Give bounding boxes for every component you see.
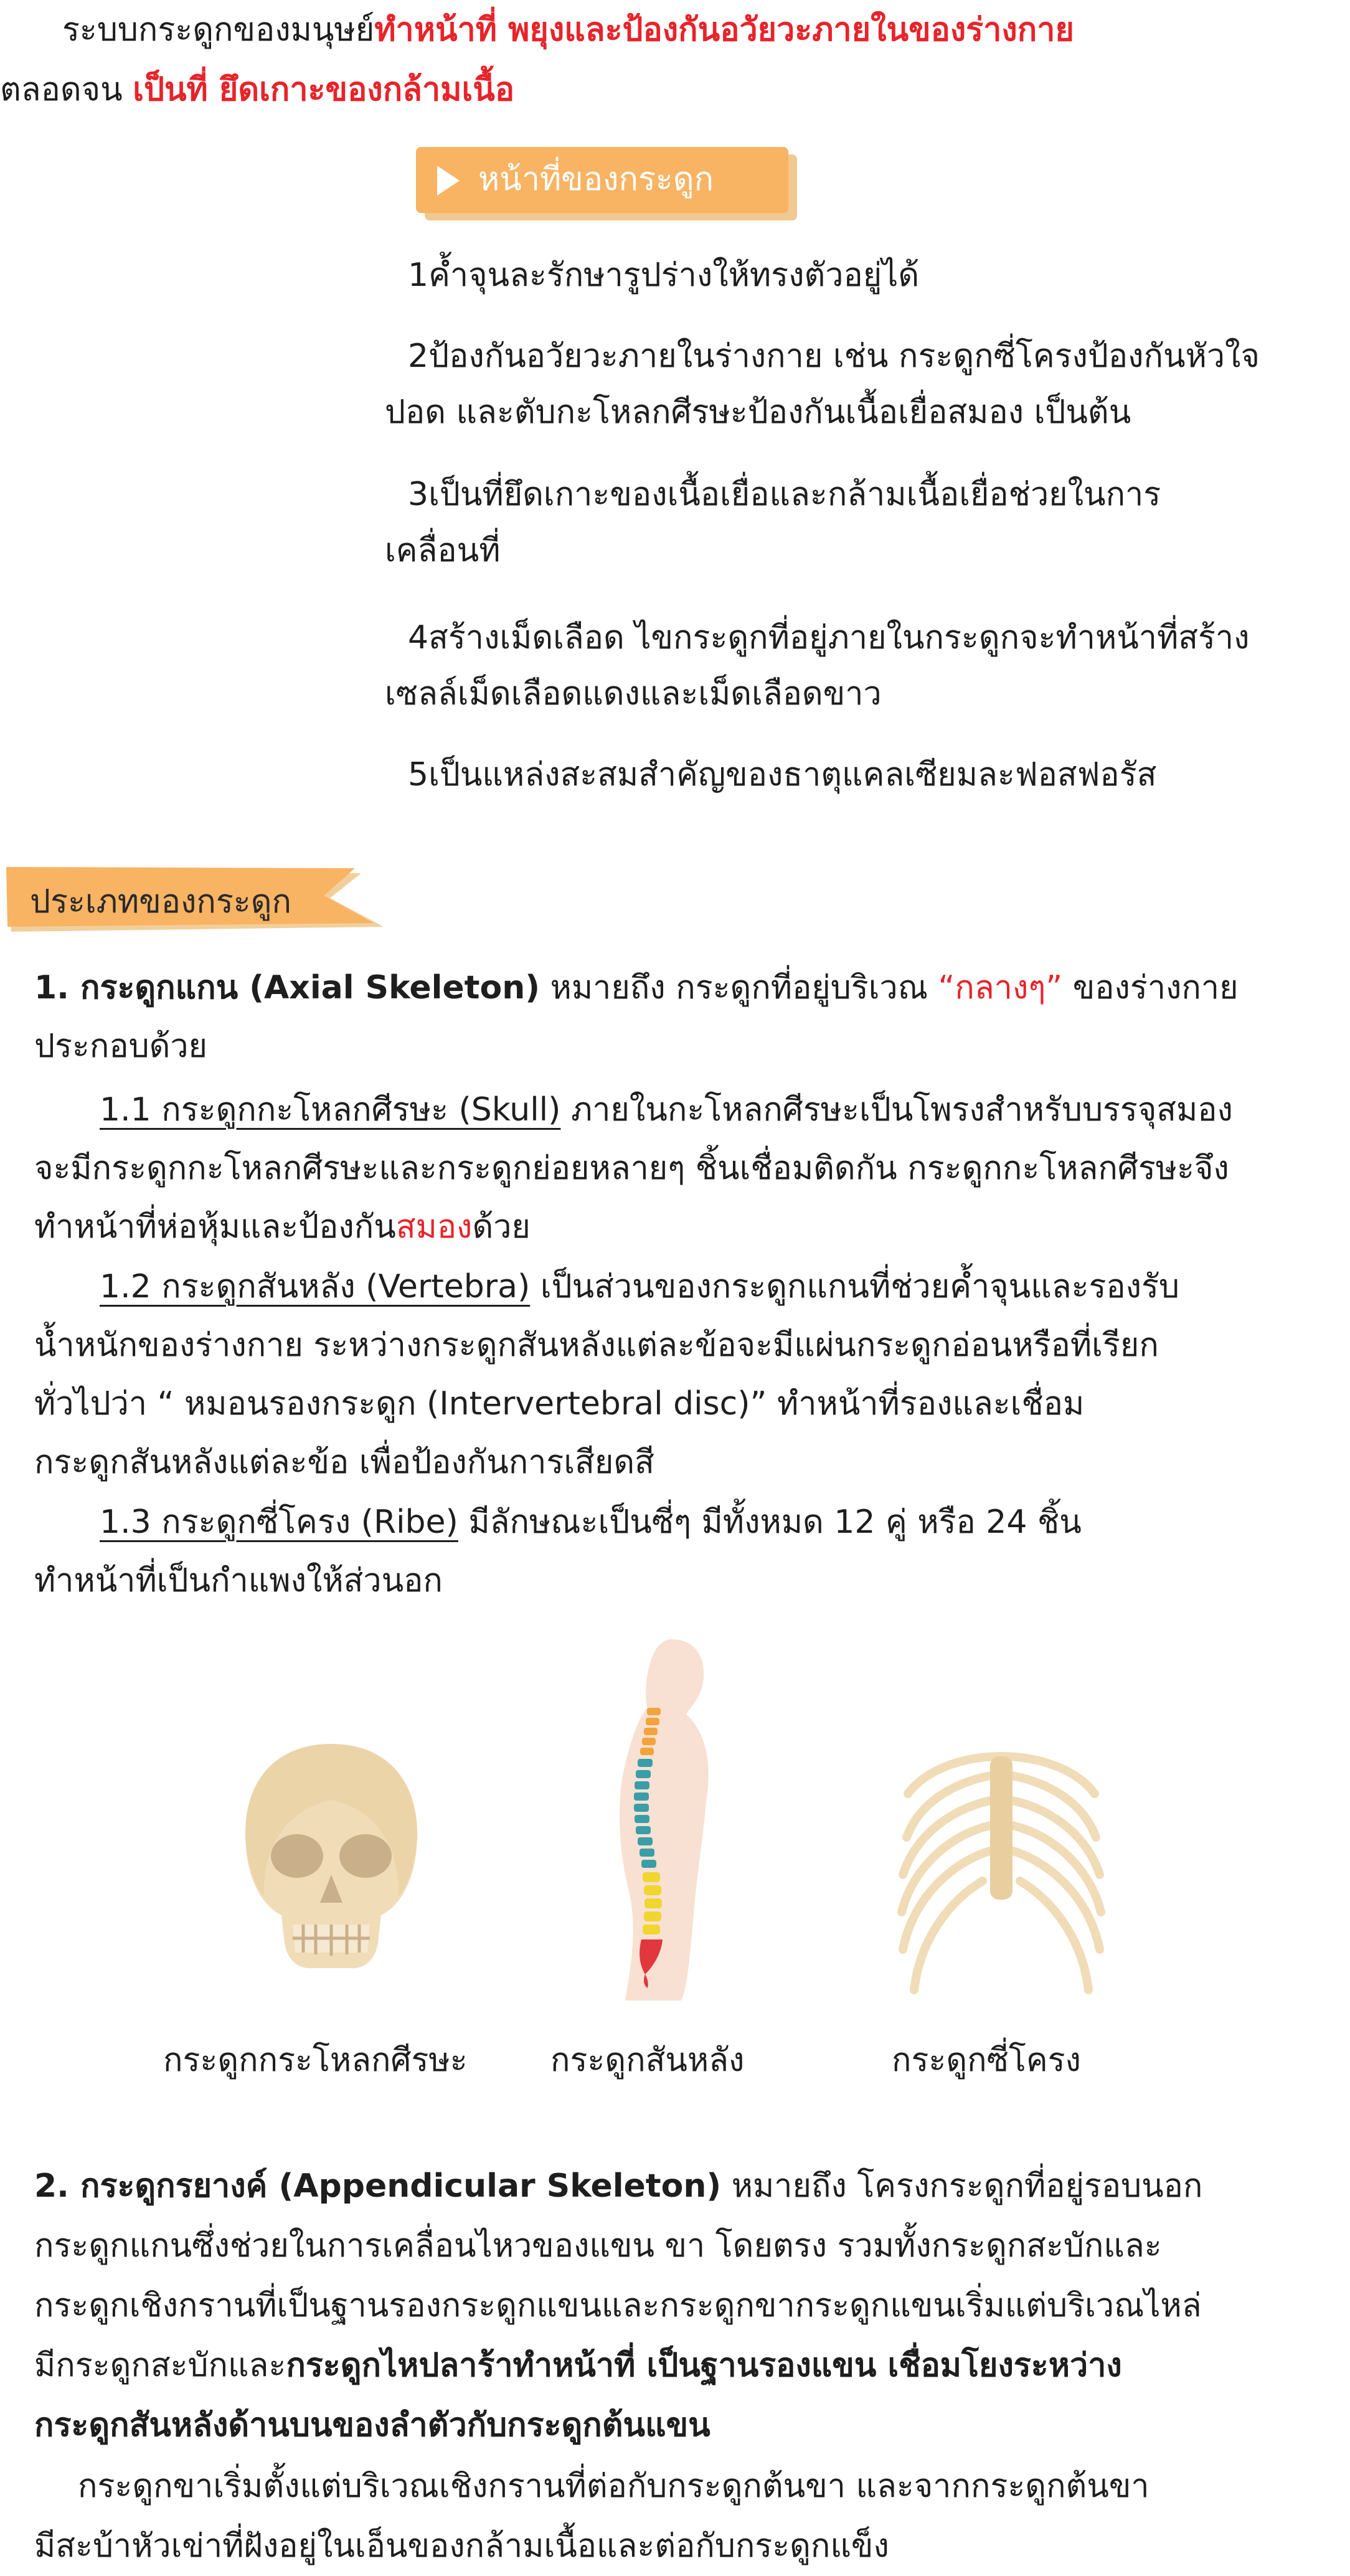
axial-title: 1. กระดูกแกน (Axial Skeleton) (34, 969, 540, 1006)
axial-line-2: ประกอบด้วย (34, 1028, 208, 1065)
caption-skull: กระดูกกระโหลกศีรษะ (163, 2042, 468, 2079)
function-item: 5เป็นแหล่งสะสมสำคัญของธาตุแคลเซียมละฟอสฟ… (408, 756, 1157, 793)
functions-heading: หน้าที่ของกระดูก (478, 161, 714, 198)
ribbon-shape (6, 867, 384, 932)
function-item: 1ค้ำจุนละรักษารูปร่างให้ทรงตัวอยู่ได้ (408, 257, 920, 294)
intro-line-2: ตลอดจน เป็นที่ ยึดเกาะของกล้ามเนื้อ (0, 60, 514, 120)
intro-line-1: ระบบกระดูกของมนุษย์ทำหน้าที่ พยุงและป้อง… (62, 0, 1074, 60)
appendicular-line-6: กระดูกขาเริ่มตั้งแต่บริเวณเชิงกรานที่ต่อ… (78, 2468, 1149, 2505)
skull-line-1: 1.1 กระดูกกะโหลกศีรษะ (Skull) ภายในกะโหล… (100, 1080, 1233, 1140)
appendicular-desc: หมายถึง โครงกระดูกที่อยู่รอบนอก (721, 2167, 1203, 2205)
appendicular-bold: กระดูกไหปลาร้าทำหน้าที่ เป็นฐานรองแขน เช… (286, 2347, 1122, 2384)
appendicular-line-3: กระดูกเชิงกรานที่เป็นฐานรองกระดูกแขนและก… (34, 2287, 1202, 2324)
axial-desc: หมายถึง กระดูกที่อยู่บริเวณ (540, 969, 938, 1006)
spine-vertebrae (634, 1708, 663, 1988)
appendicular-line-7: มีสะบ้าหัวเข่าที่ฝังอยู่ในเอ็นของกล้ามเน… (34, 2527, 889, 2565)
intro-highlight: ทำหน้าที่ พยุงและป้องกันอวัยวะภายในของร่… (374, 11, 1074, 49)
skull-title: 1.1 กระดูกกะโหลกศีรษะ (Skull) (100, 1091, 561, 1129)
skull-line-2: จะมีกระดูกกะโหลกศีรษะและกระดูกย่อยหลายๆ … (34, 1150, 1229, 1187)
function-item: ปอด และตับกะโหลกศีรษะป้องกันเนื้อเยื่อสม… (385, 394, 1131, 431)
vertebra-line-4: กระดูกสันหลังแต่ละข้อ เพื่อป้องกันการเสี… (34, 1444, 654, 1481)
types-heading: ประเภทของกระดูก (30, 883, 291, 921)
ribs-illustration (897, 1752, 1105, 1994)
skull-line-3: ทำหน้าที่ห่อหุ้มและป้องกันสมองด้วย (34, 1197, 531, 1257)
appendicular-line-2: กระดูกแกนซึ่งช่วยในการเคลื่อนไหวของแขน ข… (34, 2227, 1162, 2265)
rib-line-1: 1.3 กระดูกซี่โครง (Ribe) มีลักษณะเป็นซี่… (100, 1492, 1082, 1552)
function-item: เซลล์เม็ดเลือดแดงและเม็ดเลือดขาว (385, 675, 882, 713)
types-heading-tab: ประเภทของกระดูก (6, 864, 386, 938)
intro-text: ตลอดจน (0, 71, 133, 108)
vertebra-title: 1.2 กระดูกสันหลัง (Vertebra) (100, 1268, 531, 1305)
axial-desc: ของร่างกาย (1062, 969, 1239, 1006)
appendicular-line-1: 2. กระดูกรยางค์ (Appendicular Skeleton) … (34, 2156, 1202, 2216)
skull-illustration (245, 1744, 418, 1969)
axial-line-1: 1. กระดูกแกน (Axial Skeleton) หมายถึง กร… (34, 958, 1239, 1018)
vertebra-line-2: น้ำหนักของร่างกาย ระหว่างกระดูกสันหลังแต… (34, 1327, 1159, 1364)
appendicular-line-5: กระดูกสันหลังด้านบนของลำตัวกับกระดูกต้นแ… (34, 2407, 710, 2444)
spine-illustration (619, 1639, 709, 2001)
brain-highlight: สมอง (395, 1208, 473, 1246)
rib-desc: มีลักษณะเป็นซี่ๆ มีทั้งหมด 12 คู่ หรือ 2… (458, 1503, 1082, 1541)
skull-desc: ทำหน้าที่ห่อหุ้มและป้องกัน (34, 1208, 396, 1246)
functions-heading-tab: หน้าที่ของกระดูก (416, 147, 788, 213)
caption-ribs: กระดูกซี่โครง (892, 2042, 1081, 2079)
vertebra-line-1: 1.2 กระดูกสันหลัง (Vertebra) เป็นส่วนของ… (100, 1257, 1179, 1317)
play-icon (437, 166, 460, 196)
function-item: 3เป็นที่ยึดเกาะของเนื้อเยื่อและกล้ามเนื้… (408, 476, 1161, 513)
skull-desc: ด้วย (472, 1208, 531, 1246)
function-item: เคลื่อนที่ (385, 532, 501, 569)
axial-highlight: “กลางๆ” (938, 969, 1063, 1006)
function-item: 2ป้องกันอวัยวะภายในร่างกาย เช่น กระดูกซี… (408, 338, 1260, 375)
intro-highlight: เป็นที่ ยึดเกาะของกล้ามเนื้อ (133, 71, 515, 108)
vertebra-desc: เป็นส่วนของกระดูกแกนที่ช่วยค้ำจุนและรองร… (530, 1268, 1179, 1305)
rib-line-2: ทำหน้าที่เป็นกำแพงให้ส่วนอก (34, 1562, 443, 1599)
caption-spine: กระดูกสันหลัง (550, 2042, 745, 2079)
appendicular-desc: มีกระดูกสะบักและ (34, 2347, 286, 2384)
appendicular-title: 2. กระดูกรยางค์ (Appendicular Skeleton) (34, 2167, 722, 2205)
intro-text: ระบบกระดูกของมนุษย์ (62, 11, 375, 49)
vertebra-line-3: ทั่วไปว่า “ หมอนรองกระดูก (Intervertebra… (34, 1385, 1085, 1423)
function-item: 4สร้างเม็ดเลือด ไขกระดูกที่อยู่ภายในกระด… (408, 619, 1250, 656)
appendicular-line-4: มีกระดูกสะบักและกระดูกไหปลาร้าทำหน้าที่ … (34, 2336, 1122, 2395)
skull-desc: ภายในกะโหลกศีรษะเป็นโพรงสำหรับบรรจุสมอง (560, 1091, 1233, 1129)
rib-title: 1.3 กระดูกซี่โครง (Ribe) (100, 1503, 458, 1541)
